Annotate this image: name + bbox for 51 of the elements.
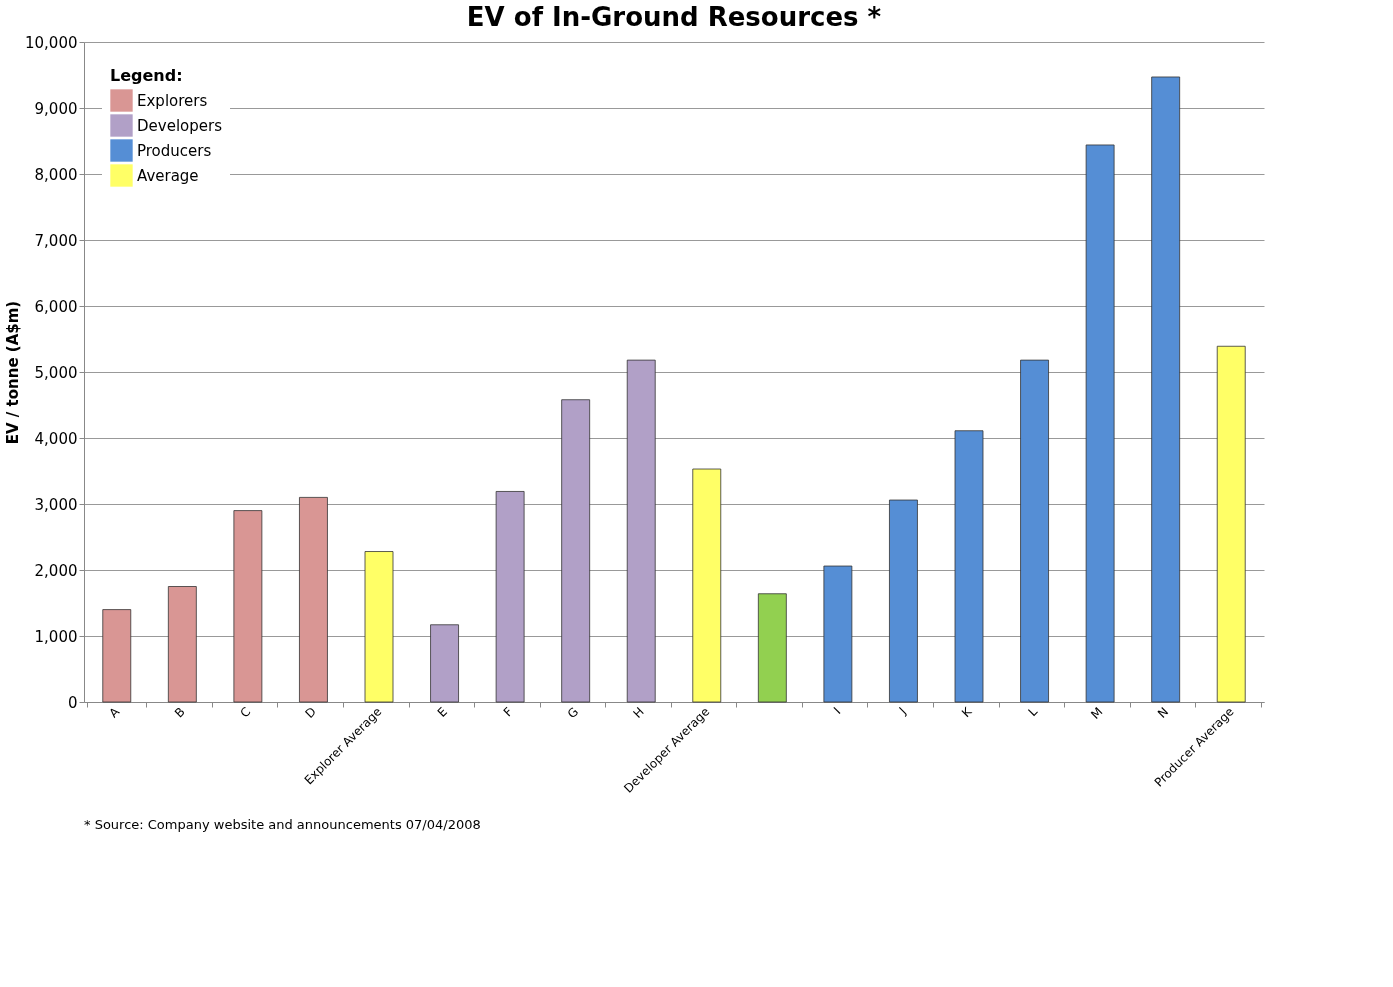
y-axis-title: EV / tonne (A$m) xyxy=(4,300,23,445)
legend-label: Producers xyxy=(137,141,212,160)
x-tick-label: B xyxy=(172,704,188,721)
bar xyxy=(1020,359,1049,703)
y-tick-label: 0 xyxy=(67,693,78,712)
bar xyxy=(954,430,984,703)
y-tick-label: 2,000 xyxy=(34,561,78,580)
legend-label: Developers xyxy=(137,116,223,135)
bar xyxy=(757,593,787,703)
bar xyxy=(561,399,591,703)
x-tick-label: F xyxy=(500,704,516,720)
bar xyxy=(1085,144,1115,703)
y-tick-label: 3,000 xyxy=(34,495,78,514)
bar xyxy=(626,359,656,703)
y-tick-label: 1,000 xyxy=(34,627,78,646)
bar xyxy=(430,624,459,703)
text: * Source: Company website and announcements 07/04/2008 xyxy=(84,817,481,832)
bar xyxy=(364,551,394,703)
y-tick-label: 8,000 xyxy=(34,165,78,184)
y-tick-label: 5,000 xyxy=(34,363,78,382)
x-tick-label: L xyxy=(1025,704,1041,720)
x-tick-label: D xyxy=(302,704,319,721)
y-tick-label: 6,000 xyxy=(34,297,78,316)
x-tick-label: H xyxy=(630,704,647,721)
x-tick-label: I xyxy=(830,704,844,717)
y-tick-label: 10,000 xyxy=(25,33,78,52)
x-tick-label: C xyxy=(237,704,254,721)
x-tick-label: J xyxy=(895,704,909,718)
bar xyxy=(102,609,132,703)
legend-label: Explorers xyxy=(137,91,208,110)
bar xyxy=(233,510,263,703)
x-tick-label: A xyxy=(106,704,123,721)
bar xyxy=(495,491,525,703)
x-tick-label: K xyxy=(958,703,976,721)
x-tick-label: G xyxy=(564,704,582,722)
bar xyxy=(167,586,197,703)
x-tick-label: M xyxy=(1088,704,1106,722)
chart-title: EV of In-Ground Resources * xyxy=(466,2,882,32)
legend-label: Average xyxy=(137,166,199,185)
bar xyxy=(299,497,328,703)
bar xyxy=(889,499,918,703)
bar xyxy=(692,468,722,703)
bar xyxy=(1216,345,1246,703)
x-tick-label: E xyxy=(434,704,451,720)
legend-title: Legend: xyxy=(110,66,183,85)
y-tick-label: 9,000 xyxy=(34,99,78,118)
y-tick-label: 7,000 xyxy=(34,231,78,250)
bar xyxy=(1151,76,1181,703)
x-tick-label: N xyxy=(1154,704,1172,721)
bar xyxy=(823,565,853,703)
y-tick-label: 4,000 xyxy=(34,429,78,448)
